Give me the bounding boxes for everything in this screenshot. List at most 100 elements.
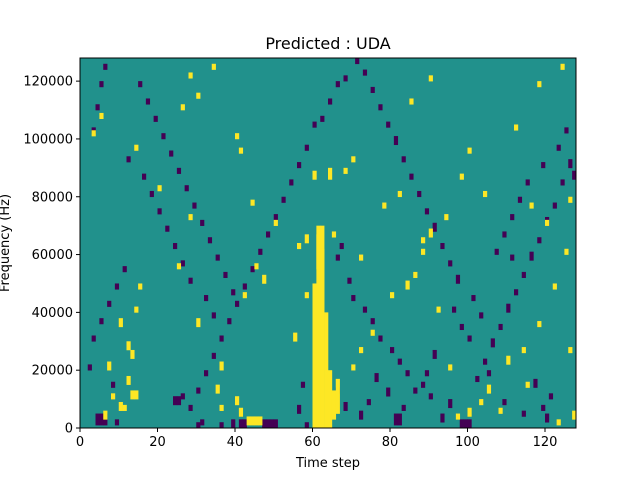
x-tick-label: 100 — [455, 435, 480, 450]
heatmap-cell-low — [269, 419, 275, 428]
heatmap-cell-low — [424, 208, 430, 215]
heatmap-cell-high — [176, 263, 182, 270]
heatmap-cell-low — [343, 401, 348, 411]
heatmap-cell-low — [506, 303, 511, 313]
heatmap-cell-low — [211, 352, 216, 359]
heatmap-cell-high — [238, 407, 244, 417]
heatmap-cell-high — [254, 263, 259, 270]
heatmap-cell-high — [138, 283, 143, 290]
heatmap-cell-low — [91, 335, 96, 342]
heatmap-cell-high — [328, 370, 333, 428]
heatmap-cell-high — [564, 248, 569, 255]
y-tick-label: 100000 — [23, 132, 73, 147]
heatmap-cell-low — [440, 413, 445, 423]
heatmap-cell-low — [432, 222, 437, 232]
heatmap-cell-high — [421, 248, 426, 255]
heatmap-cell-low — [424, 370, 430, 377]
y-tick-label: 0 — [65, 422, 73, 437]
heatmap-cell-low — [273, 214, 278, 221]
heatmap-cell-high — [219, 404, 224, 411]
heatmap-cell-high — [235, 396, 240, 406]
heatmap-cell-low — [479, 312, 484, 319]
heatmap-cell-high — [91, 130, 96, 137]
heatmap-cell-low — [502, 399, 507, 406]
heatmap-cell-high — [413, 271, 418, 278]
heatmap-cell-high — [196, 318, 201, 328]
heatmap-cell-low — [235, 300, 240, 307]
heatmap-cell-low — [300, 381, 306, 388]
heatmap-cell-low — [304, 144, 309, 151]
heatmap-cell-high — [235, 133, 240, 140]
heatmap-cell-high — [444, 214, 449, 221]
heatmap-cell-low — [289, 179, 294, 186]
heatmap-cell-low — [362, 69, 368, 76]
heatmap-cell-low — [405, 370, 410, 377]
heatmap-cell-low — [370, 86, 375, 93]
heatmap-cell-high — [219, 361, 224, 371]
heatmap-cell-low — [188, 277, 193, 284]
heatmap-cell-high — [448, 364, 453, 371]
heatmap-cell-low — [514, 289, 519, 296]
heatmap-cell-high — [304, 234, 309, 244]
x-tick-label: 0 — [76, 435, 84, 450]
heatmap-cell-low — [521, 410, 526, 417]
heatmap-cell-low — [242, 419, 247, 428]
heatmap-cell-low — [548, 393, 554, 400]
heatmap-cell-low — [227, 318, 232, 325]
heatmap-cell-low — [335, 81, 340, 88]
heatmap-cell-low — [459, 323, 464, 331]
heatmap-cell-low — [510, 254, 515, 261]
heatmap-cell-low — [483, 358, 488, 365]
heatmap-cell-low — [413, 387, 418, 394]
heatmap-cell-high — [556, 419, 561, 426]
heatmap-cell-high — [238, 147, 244, 154]
heatmap-cell-high — [521, 347, 526, 354]
heatmap-cell-high — [211, 63, 216, 70]
y-tick-label: 20000 — [32, 364, 73, 379]
heatmap-cell-high — [390, 292, 395, 299]
heatmap-cell-low — [161, 133, 166, 140]
heatmap-cell-low — [107, 300, 112, 307]
heatmap-cell-high — [359, 347, 364, 354]
heatmap-cell-low — [200, 219, 205, 226]
chart-title: Predicted : UDA — [265, 34, 390, 53]
heatmap-cell-low — [312, 121, 317, 128]
heatmap-cell-low — [537, 237, 542, 244]
heatmap-cell-low — [355, 58, 360, 65]
heatmap-cell-high — [351, 364, 356, 371]
heatmap-cell-high — [560, 63, 565, 70]
heatmap-cell-low — [510, 214, 515, 221]
heatmap-cell-low — [238, 419, 244, 428]
heatmap-cell-high — [157, 185, 162, 192]
heatmap-cell-low — [541, 162, 546, 169]
heatmap-cell-low — [126, 156, 131, 163]
heatmap-cell-high — [545, 219, 550, 226]
heatmap-cell-low — [467, 335, 472, 342]
heatmap-cell-high — [262, 274, 267, 284]
heatmap-cells — [87, 58, 576, 428]
heatmap-cell-high — [537, 81, 542, 88]
heatmap-cell-low — [471, 295, 476, 302]
heatmap-cell-low — [99, 413, 104, 426]
heatmap-cell-high — [254, 416, 259, 426]
heatmap-cell-low — [157, 208, 162, 215]
heatmap-cell-low — [397, 413, 402, 426]
heatmap-cell-low — [215, 254, 220, 261]
heatmap-cell-low — [390, 347, 395, 354]
heatmap-cell-low — [103, 63, 108, 70]
heatmap-cell-low — [169, 150, 174, 157]
heatmap-cell-high — [293, 332, 298, 342]
heatmap-cell-low — [339, 243, 344, 250]
heatmap-cell-low — [335, 254, 340, 261]
heatmap-cell-low — [401, 404, 406, 411]
heatmap-cell-high — [572, 410, 576, 420]
plot-frame — [79, 57, 577, 429]
heatmap-cell-low — [219, 422, 224, 428]
y-axis: 0 20000 40000 60000 80000 100000 120000 — [23, 75, 80, 437]
heatmap-cell-low — [560, 179, 565, 186]
heatmap-cell-low — [378, 104, 383, 111]
heatmap-cell-high — [130, 349, 135, 359]
heatmap-cell-low — [219, 335, 224, 342]
heatmap-cell-low — [359, 410, 364, 420]
